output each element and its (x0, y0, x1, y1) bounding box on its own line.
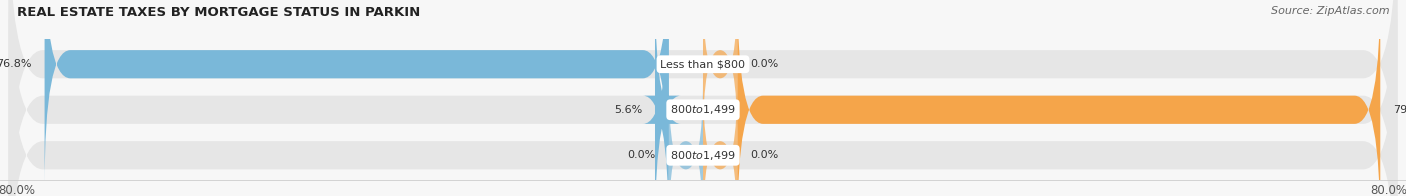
FancyBboxPatch shape (643, 0, 681, 196)
FancyBboxPatch shape (703, 0, 737, 141)
FancyBboxPatch shape (703, 78, 737, 196)
Text: 0.0%: 0.0% (627, 150, 655, 160)
Text: REAL ESTATE TAXES BY MORTGAGE STATUS IN PARKIN: REAL ESTATE TAXES BY MORTGAGE STATUS IN … (17, 6, 420, 19)
FancyBboxPatch shape (45, 0, 669, 187)
FancyBboxPatch shape (669, 78, 703, 196)
FancyBboxPatch shape (8, 0, 1398, 196)
Text: $800 to $1,499: $800 to $1,499 (671, 103, 735, 116)
FancyBboxPatch shape (8, 0, 1398, 196)
Text: $800 to $1,499: $800 to $1,499 (671, 149, 735, 162)
Text: Source: ZipAtlas.com: Source: ZipAtlas.com (1271, 6, 1389, 16)
FancyBboxPatch shape (737, 0, 1381, 196)
Text: 5.6%: 5.6% (614, 105, 643, 115)
Text: Less than $800: Less than $800 (661, 59, 745, 69)
Text: 0.0%: 0.0% (751, 59, 779, 69)
Text: 0.0%: 0.0% (751, 150, 779, 160)
Text: 79.0%: 79.0% (1393, 105, 1406, 115)
Text: 76.8%: 76.8% (0, 59, 32, 69)
FancyBboxPatch shape (8, 0, 1398, 196)
